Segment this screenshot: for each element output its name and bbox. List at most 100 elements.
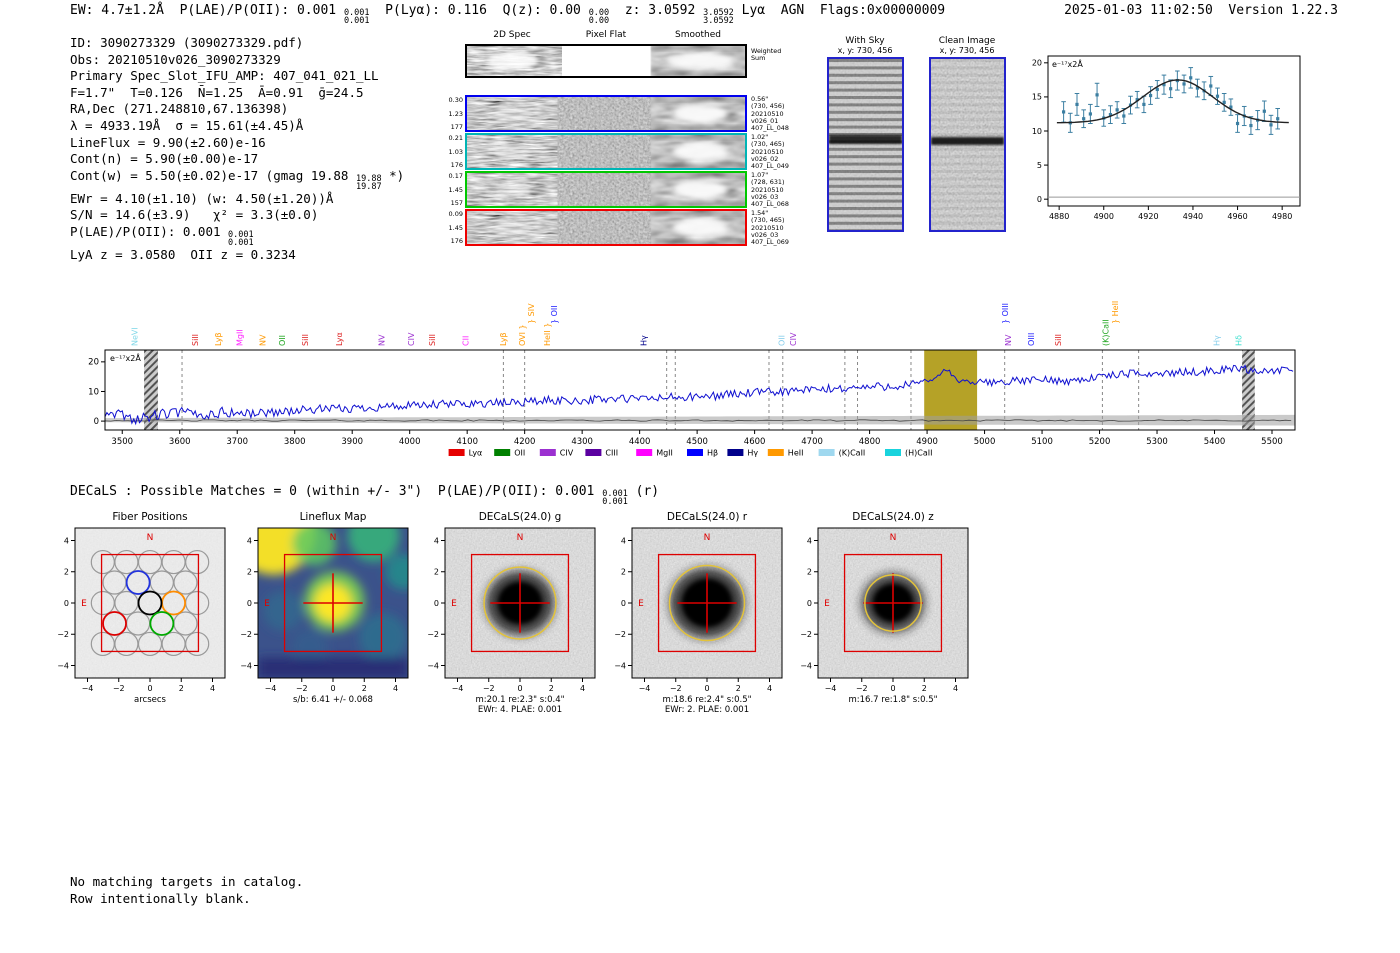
svg-text:EWr: 2. PLAE: 0.001: EWr: 2. PLAE: 0.001 xyxy=(665,705,749,715)
svg-text:Hγ: Hγ xyxy=(640,335,649,346)
svg-text:5000: 5000 xyxy=(974,437,996,447)
svg-text:Lyα: Lyα xyxy=(335,332,344,346)
source-ellipse xyxy=(668,564,746,642)
svg-text:0: 0 xyxy=(94,417,99,427)
svg-text:DECaLS(24.0) g: DECaLS(24.0) g xyxy=(479,511,562,523)
stacked-fraction: 0.001 0.001 xyxy=(602,489,628,507)
spec2d-col-title: Pixel Flat xyxy=(585,30,627,40)
source-ellipse xyxy=(483,566,557,640)
info-line: Obs: 20210510v026_3090273329 xyxy=(70,51,281,67)
svg-text:OII: OII xyxy=(514,449,525,458)
svg-text:Lineflux Map: Lineflux Map xyxy=(300,511,367,523)
info-line: LineFlux = 9.90(±2.60)e-16 xyxy=(70,134,266,150)
spec2d-col-title: Smoothed xyxy=(675,30,721,40)
svg-text:0: 0 xyxy=(247,599,252,608)
svg-text:Hγ: Hγ xyxy=(747,449,758,458)
stacked-fraction: 0.00 0.00 xyxy=(588,8,610,26)
svg-text:4: 4 xyxy=(64,536,69,545)
spec2d-panel: 2D Spec Pixel Flat Smoothed Weighted Sum 0.3… xyxy=(445,30,820,255)
svg-text:−4: −4 xyxy=(825,684,837,693)
svg-text:m:16.7 re:1.8" s:0.5": m:16.7 re:1.8" s:0.5" xyxy=(848,695,937,705)
withsky-image xyxy=(826,57,904,232)
info-line: LyA z = 3.0580 OII z = 0.3234 xyxy=(70,246,296,262)
svg-text:3900: 3900 xyxy=(341,437,363,447)
fiber-row-left-stats: 0.30 1.23 177 xyxy=(448,96,463,131)
svg-text:SiII: SiII xyxy=(428,334,437,346)
svg-text:OII: OII xyxy=(278,335,287,346)
svg-text:(K)CaII: (K)CaII xyxy=(1101,319,1110,346)
svg-text:2: 2 xyxy=(922,684,927,693)
decals-header: DECaLS : Possible Matches = 0 (within +/… xyxy=(70,484,660,507)
svg-text:s/b: 6.41 +/- 0.068: s/b: 6.41 +/- 0.068 xyxy=(293,695,373,705)
svg-text:} SIV: } SIV xyxy=(527,303,536,324)
svg-text:2: 2 xyxy=(64,568,69,577)
svg-text:OVI }: OVI } xyxy=(518,324,527,346)
svg-text:N: N xyxy=(890,533,897,543)
fiber-row-left-stats: 0.09 1.45 176 xyxy=(448,210,463,245)
withsky-coords: x, y: 730, 456 xyxy=(837,46,893,55)
svg-text:} OII: } OII xyxy=(550,305,559,324)
svg-text:(K)CaII: (K)CaII xyxy=(839,449,866,458)
svg-text:4700: 4700 xyxy=(801,437,823,447)
spectrum-legend: Lyα OII CIV CIII MgII Hβ Hγ HeII (K)CaII (H)CaII xyxy=(448,449,932,458)
cutout-decals-24-0-r: DECaLS(24.0) r N E −4 −4 −2 −2 0 0 2 2 4 4 m:18.6 re:… xyxy=(614,511,783,715)
spec2d-col-title: 2D Spec xyxy=(493,30,531,40)
svg-text:0: 0 xyxy=(890,684,895,693)
svg-text:2: 2 xyxy=(179,684,184,693)
svg-text:EWr: 4. PLAE: 0.001: EWr: 4. PLAE: 0.001 xyxy=(478,705,562,715)
svg-text:10: 10 xyxy=(1032,127,1042,136)
svg-text:MgII: MgII xyxy=(656,449,673,458)
svg-text:m:18.6 re:2.4" s:0.5": m:18.6 re:2.4" s:0.5" xyxy=(662,695,751,705)
svg-text:3800: 3800 xyxy=(284,437,306,447)
fiber-row-annotation: 1.54" (730, 465) 20210510 v026_03 407_LL… xyxy=(751,209,789,247)
svg-text:−4: −4 xyxy=(639,684,651,693)
svg-text:4000: 4000 xyxy=(399,437,421,447)
svg-text:−2: −2 xyxy=(800,630,812,639)
svg-text:4: 4 xyxy=(767,684,772,693)
svg-text:−2: −2 xyxy=(427,630,439,639)
gaussian-fit-curve xyxy=(1056,79,1289,124)
info-line: Cont(n) = 5.90(±0.00)e-17 xyxy=(70,151,259,167)
aperture-square xyxy=(470,553,570,653)
info-line: ID: 3090273329 (3090273329.pdf) xyxy=(70,35,304,50)
svg-text:N: N xyxy=(704,533,711,543)
clean-image-panel: Clean Image x, y: 730, 456 xyxy=(922,36,1012,232)
svg-text:4600: 4600 xyxy=(744,437,766,447)
aperture-square xyxy=(843,553,943,653)
svg-text:2: 2 xyxy=(247,568,252,577)
svg-text:−4: −4 xyxy=(800,661,812,670)
svg-text:2: 2 xyxy=(434,568,439,577)
line-fit-plot: 0 5 10 15 20 4880 4900 4920 4940 4960 4980 e⁻¹⁷x2Å xyxy=(1032,55,1301,221)
svg-text:4: 4 xyxy=(621,536,626,545)
svg-text:−2: −2 xyxy=(614,630,626,639)
svg-text:5200: 5200 xyxy=(1089,437,1111,447)
info-line: P(LAE)/P(OII): 0.001 0.001 0.001 xyxy=(70,223,254,248)
svg-text:OII: OII xyxy=(778,335,787,346)
svg-text:−4: −4 xyxy=(614,661,626,670)
cutouts-row: Fiber Positions N E −4 −4 −2 −2 0 0 2 2 4 4 arcsecs Li… xyxy=(0,508,1400,723)
svg-text:5: 5 xyxy=(1037,161,1042,170)
svg-text:(H)CaII: (H)CaII xyxy=(905,449,932,458)
svg-text:−4: −4 xyxy=(240,661,252,670)
stacked-fraction: 3.0592 3.0592 xyxy=(703,8,734,26)
svg-text:5500: 5500 xyxy=(1261,437,1283,447)
info-line: S/N = 14.6(±3.9) χ² = 3.3(±0.0) xyxy=(70,207,319,223)
svg-text:DECaLS(24.0) r: DECaLS(24.0) r xyxy=(667,511,748,523)
svg-text:0: 0 xyxy=(621,599,626,608)
svg-text:0: 0 xyxy=(517,684,522,693)
fit-data-points xyxy=(1061,67,1280,135)
svg-text:E: E xyxy=(81,599,87,609)
info-line: F=1.7" T=0.126 N̄=1.25 Ā=0.91 ḡ=24.5 xyxy=(70,84,364,100)
svg-text:4500: 4500 xyxy=(686,437,708,447)
svg-text:0: 0 xyxy=(330,684,335,693)
svg-text:4300: 4300 xyxy=(571,437,593,447)
svg-text:4880: 4880 xyxy=(1049,212,1069,221)
aperture-square xyxy=(100,553,200,653)
svg-text:−2: −2 xyxy=(57,630,69,639)
svg-text:NeVI: NeVI xyxy=(130,327,139,346)
sky-residual-line xyxy=(104,419,1292,422)
spec2d-fiber-row xyxy=(465,95,747,132)
cutout-fibers: Fiber Positions N E −4 −4 −2 −2 0 0 2 2 4 4 arcsecs xyxy=(57,511,226,705)
svg-text:−4: −4 xyxy=(452,684,464,693)
